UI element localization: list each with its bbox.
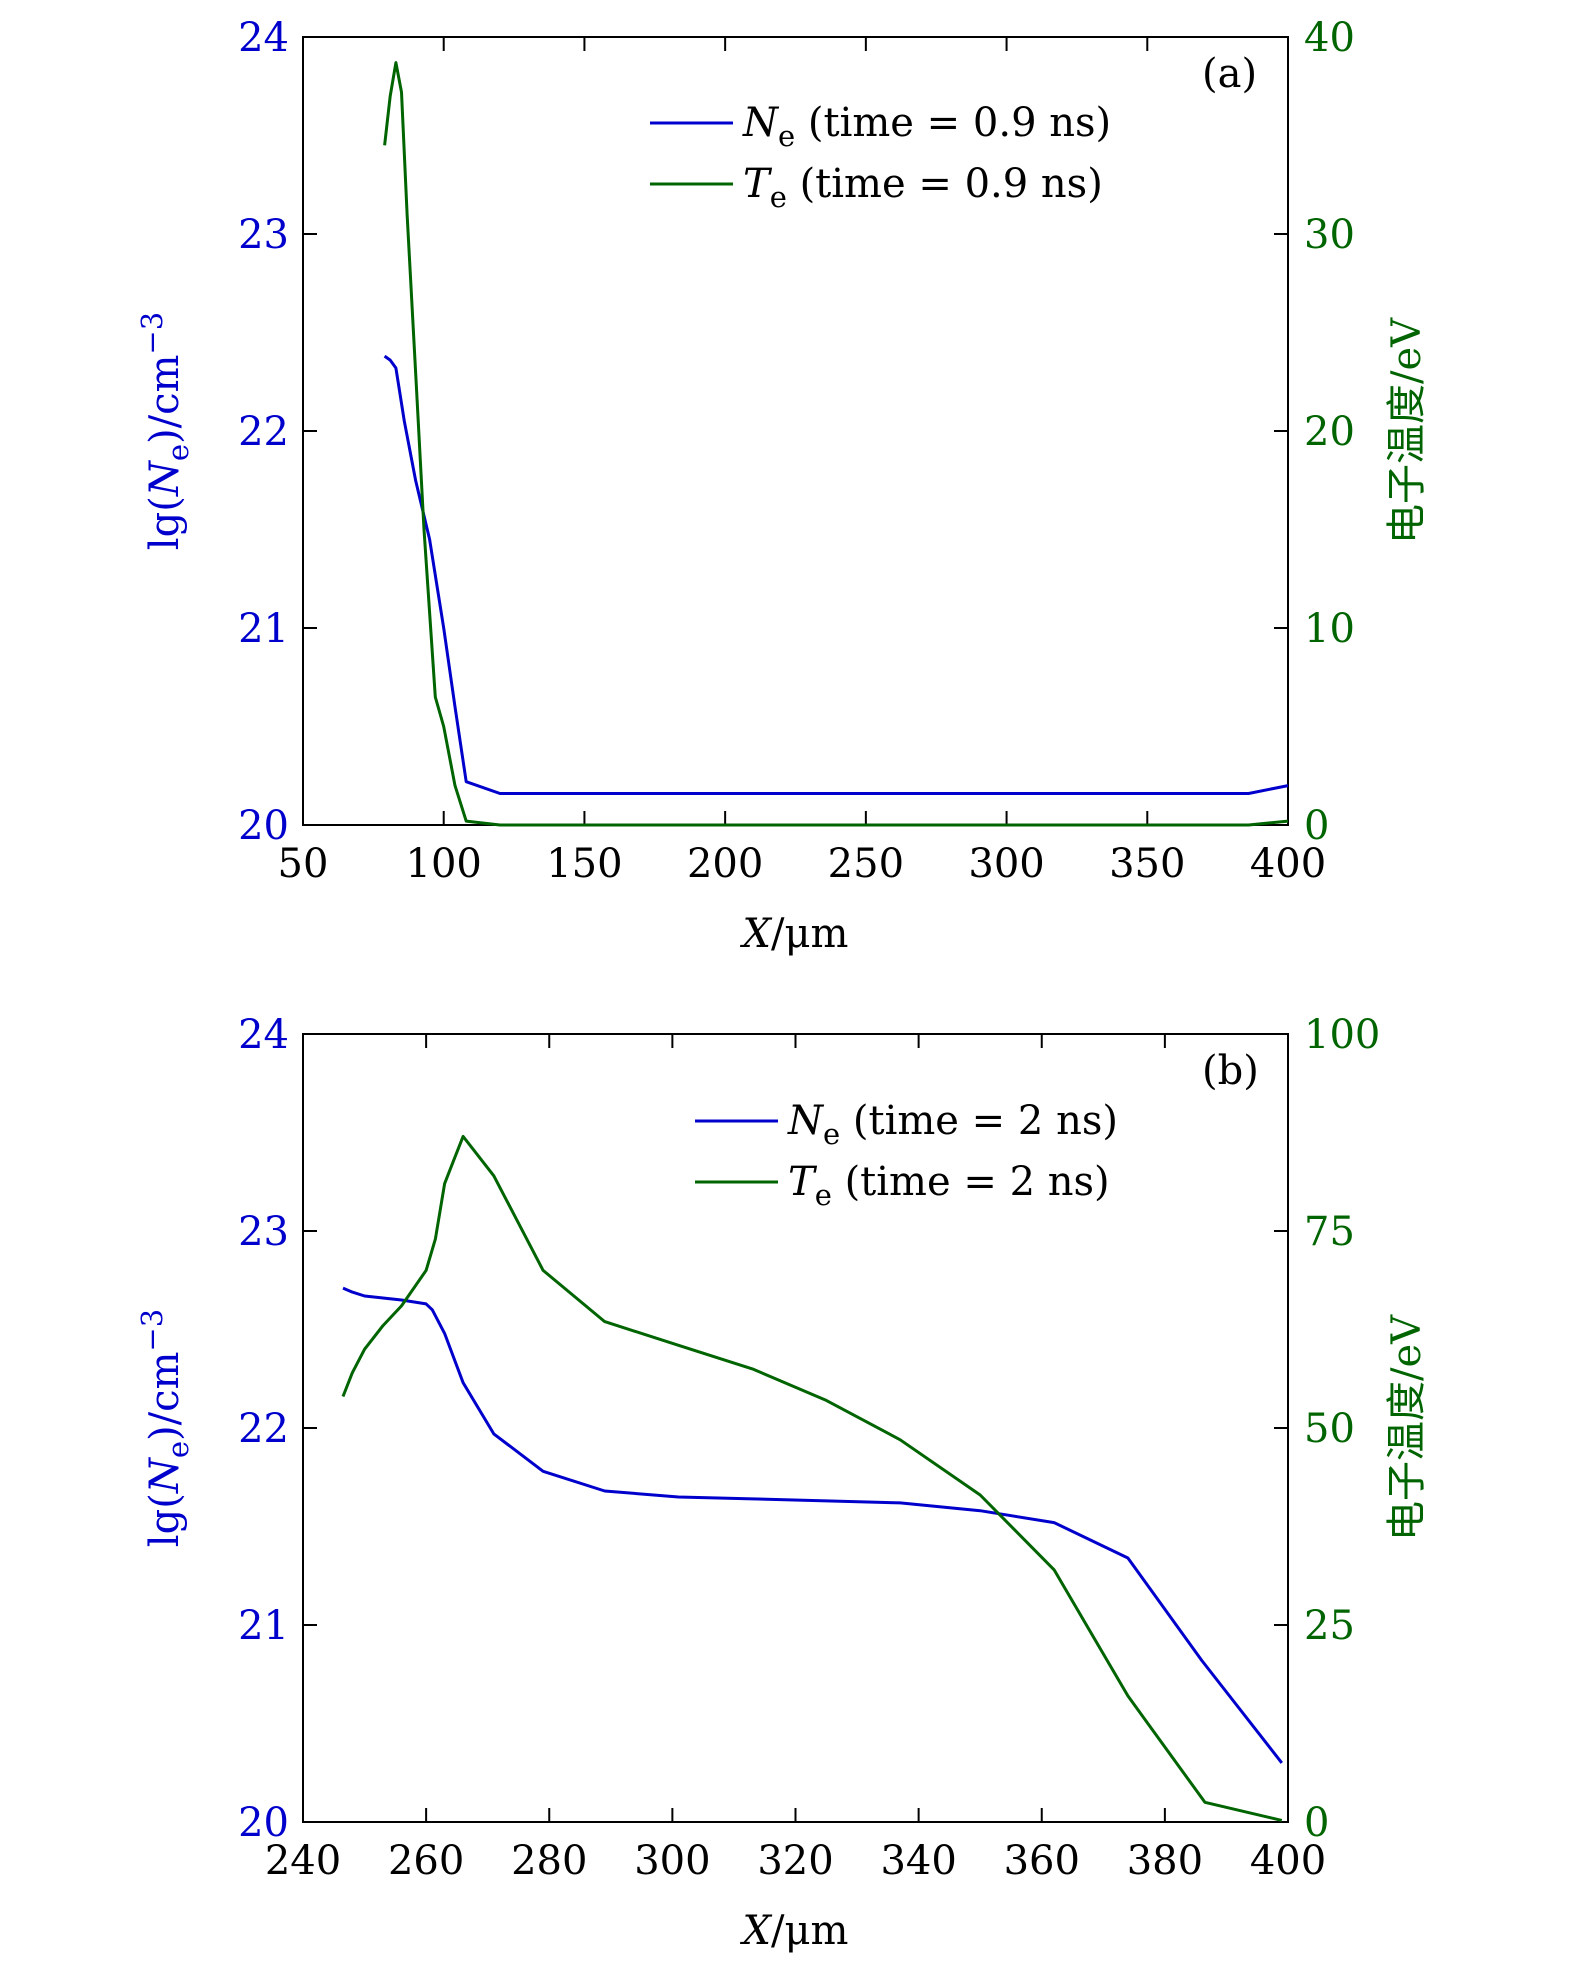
x-tick-label: 300: [634, 1838, 710, 1884]
x-tick-label: 100: [406, 841, 482, 887]
y-right-tick-label: 30: [1304, 212, 1355, 258]
y-left-tick-label: 22: [238, 409, 289, 455]
y-left-tick-label: 21: [238, 606, 289, 652]
y-right-axis-title: 电子温度/eV: [1384, 317, 1430, 544]
x-tick-label: 50: [278, 841, 329, 887]
x-tick-label: 150: [546, 841, 622, 887]
y-right-tick-label: 40: [1304, 15, 1355, 61]
x-tick-label: 260: [388, 1838, 464, 1884]
y-left-tick-label: 24: [238, 1012, 289, 1058]
y-right-tick-label: 0: [1304, 803, 1329, 849]
x-tick-label: 400: [1250, 841, 1326, 887]
series-line-ne: [383, 354, 1289, 795]
y-right-tick-label: 25: [1304, 1603, 1355, 1649]
y-right-tick-label: 10: [1304, 606, 1355, 652]
plot-frame: [302, 1033, 1289, 1823]
legend-label: Ne (time = 2 ns): [787, 1098, 1118, 1151]
y-left-tick-label: 23: [238, 212, 289, 258]
y-left-axis-title: lg(Ne)/cm−3: [135, 1309, 195, 1547]
y-left-tick-label: 21: [238, 1603, 289, 1649]
x-axis-title: X/μm: [740, 1908, 849, 1954]
panel-label: (a): [1202, 51, 1257, 97]
x-tick-label: 200: [687, 841, 763, 887]
y-right-axis-title: 电子温度/eV: [1384, 1314, 1430, 1541]
legend-label: Ne (time = 0.9 ns): [742, 100, 1111, 153]
x-tick-label: 320: [757, 1838, 833, 1884]
y-right-tick-label: 100: [1304, 1012, 1380, 1058]
y-left-tick-label: 23: [238, 1209, 289, 1255]
panel-label: (b): [1202, 1048, 1259, 1094]
x-tick-label: 280: [511, 1838, 587, 1884]
panel-a: 50 100 150 200 250 300 350 400 20 21 22 23 24 0 10 20 30…: [135, 15, 1430, 957]
y-right-tick-label: 20: [1304, 409, 1355, 455]
x-tick-label: 360: [1004, 1838, 1080, 1884]
y-left-tick-label: 20: [238, 803, 289, 849]
x-tick-label: 300: [968, 841, 1044, 887]
y-right-tick-label: 0: [1304, 1800, 1329, 1846]
x-tick-label: 240: [265, 1838, 341, 1884]
y-left-axis-title: lg(Ne)/cm−3: [135, 312, 195, 550]
x-tick-label: 340: [880, 1838, 956, 1884]
panel-b: 240 260 280 300 320 340 360 380 4002021222324025…: [135, 1012, 1430, 1954]
legend: Ne (time = 0.9 ns) Te (time = 0.9 ns): [650, 100, 1111, 214]
x-tick-label: 380: [1127, 1838, 1203, 1884]
y-right-tick-label: 75: [1304, 1209, 1355, 1255]
x-tick-label: 400: [1250, 1838, 1326, 1884]
x-tick-label: 250: [828, 841, 904, 887]
y-left-tick-label: 22: [238, 1406, 289, 1452]
x-tick-label: 350: [1109, 841, 1185, 887]
y-left-tick-label: 20: [238, 1800, 289, 1846]
x-axis-title: X/μm: [740, 911, 849, 957]
y-left-tick-label: 24: [238, 15, 289, 61]
legend-label: Te (time = 0.9 ns): [743, 161, 1103, 214]
plot-frame: [302, 36, 1289, 826]
legend: Ne (time = 2 ns) Te (time = 2 ns): [695, 1098, 1118, 1212]
legend-label: Te (time = 2 ns): [788, 1159, 1110, 1212]
series-line-ne: [342, 1286, 1283, 1764]
series-line-te: [341, 1134, 1283, 1822]
y-right-tick-label: 50: [1304, 1406, 1355, 1452]
series-line-te: [383, 61, 1289, 827]
